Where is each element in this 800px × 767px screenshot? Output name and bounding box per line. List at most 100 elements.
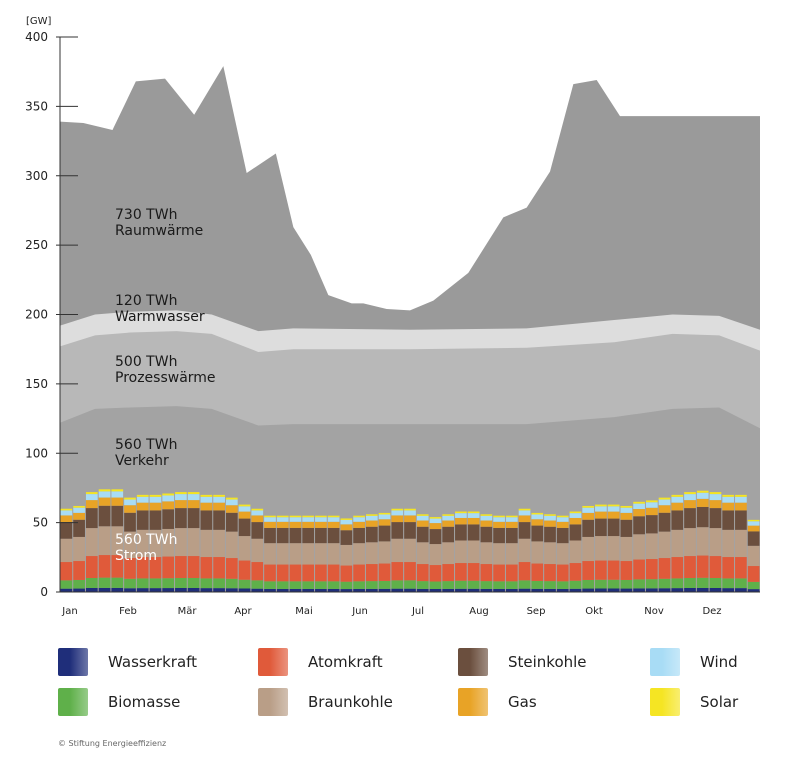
bar-segment-steinkohle: [251, 522, 264, 539]
bar-segment-solar: [696, 490, 709, 493]
bar-segment-atomkraft: [251, 562, 264, 581]
bar-segment-wind: [684, 494, 696, 501]
bar-segment-solar: [98, 489, 111, 492]
bar-segment-braunkohle: [595, 536, 607, 561]
bar-segment-braunkohle: [353, 543, 365, 565]
bar-segment-steinkohle: [315, 527, 327, 544]
bar-segment-wasserkraft: [225, 588, 238, 592]
legend-item-wind: Wind: [650, 648, 738, 676]
bar-segment-gas: [747, 525, 760, 532]
bar-segment-wasserkraft: [60, 588, 73, 592]
bar-segment-biomasse: [595, 579, 607, 589]
bar-segment-solar: [480, 514, 493, 516]
bar-segment-braunkohle: [467, 540, 480, 564]
bar-segment-wasserkraft: [149, 588, 162, 592]
bar-segment-biomasse: [416, 581, 429, 589]
bar-segment-wind: [251, 510, 264, 516]
bar-segment-biomasse: [404, 580, 416, 589]
bar-segment-biomasse: [289, 581, 302, 589]
annotation-warmwasser: 120 TWh: [115, 293, 177, 309]
bar-segment-biomasse: [429, 581, 442, 589]
bar-segment-biomasse: [544, 581, 556, 589]
bar-segment-wind: [455, 513, 467, 518]
bar-segment-wasserkraft: [505, 588, 518, 592]
bar-segment-wasserkraft: [569, 588, 582, 592]
bar-segment-steinkohle: [85, 508, 98, 529]
bar-segment-braunkohle: [556, 543, 569, 565]
bar-segment-steinkohle: [544, 526, 556, 543]
bar-segment-gas: [353, 521, 365, 528]
bar-segment-braunkohle: [582, 536, 595, 562]
bar-segment-braunkohle: [493, 543, 505, 565]
bar-segment-wasserkraft: [467, 588, 480, 592]
bar-segment-braunkohle: [633, 534, 645, 560]
bar-segment-gas: [378, 519, 391, 526]
bar-segment-steinkohle: [480, 526, 493, 543]
bar-segment-braunkohle: [327, 543, 340, 565]
bar-segment-biomasse: [200, 578, 213, 589]
bar-segment-wind: [111, 491, 124, 498]
bar-segment-biomasse: [111, 577, 124, 588]
bar-segment-steinkohle: [98, 505, 111, 527]
bar-segment-wind: [365, 515, 378, 521]
bar-segment-wind: [709, 494, 722, 501]
bar-segment-gas: [556, 521, 569, 528]
bar-segment-wind: [327, 517, 340, 522]
bar-segment-braunkohle: [315, 543, 327, 565]
bar-segment-solar: [684, 492, 696, 495]
bar-segment-braunkohle: [505, 543, 518, 565]
bar-segment-gas: [671, 502, 684, 511]
bar-segment-braunkohle: [620, 536, 633, 562]
bar-segment-solar: [645, 500, 658, 503]
bar-segment-braunkohle: [187, 528, 200, 557]
bar-segment-gas: [225, 505, 238, 513]
bar-segment-wasserkraft: [416, 588, 429, 592]
legend-swatch: [458, 648, 488, 676]
bar-segment-solar: [607, 504, 620, 507]
bar-segment-steinkohle: [633, 516, 645, 535]
bar-segment-wasserkraft: [607, 588, 620, 592]
x-tick-label: Sep: [527, 606, 546, 617]
bar-segment-solar: [225, 497, 238, 500]
bar-segment-atomkraft: [124, 558, 136, 579]
bar-segment-gas: [531, 519, 544, 526]
bar-segment-solar: [200, 494, 213, 497]
bar-segment-braunkohle: [175, 528, 187, 557]
bar-segment-wasserkraft: [365, 588, 378, 592]
bar-segment-steinkohle: [493, 527, 505, 544]
x-tick-label: Mär: [178, 606, 198, 617]
bar-segment-wasserkraft: [645, 588, 658, 592]
bar-segment-wind: [658, 499, 671, 506]
bar-segment-steinkohle: [455, 524, 467, 541]
bar-segment-biomasse: [607, 579, 620, 589]
bar-segment-gas: [404, 515, 416, 523]
bar-segment-wind: [735, 496, 747, 503]
bar-segment-solar: [378, 512, 391, 515]
bar-segment-wasserkraft: [378, 588, 391, 592]
bar-segment-wind: [315, 517, 327, 522]
bar-segment-biomasse: [136, 578, 149, 589]
bar-segment-wind: [595, 506, 607, 512]
bar-segment-wasserkraft: [696, 587, 709, 592]
bar-segment-atomkraft: [111, 555, 124, 578]
bar-segment-solar: [544, 514, 556, 516]
bar-segment-gas: [111, 497, 124, 506]
bar-segment-biomasse: [620, 579, 633, 589]
bar-segment-solar: [302, 515, 315, 518]
bar-segment-wind: [302, 517, 315, 522]
bar-segment-braunkohle: [289, 543, 302, 565]
bar-segment-biomasse: [645, 579, 658, 589]
bar-segment-wasserkraft: [73, 588, 85, 592]
legend-label: Braunkohle: [308, 693, 393, 711]
bar-segment-steinkohle: [327, 527, 340, 544]
bar-segment-steinkohle: [60, 522, 73, 539]
bar-segment-solar: [73, 505, 85, 508]
bar-segment-wind: [276, 517, 289, 522]
bar-segment-braunkohle: [709, 528, 722, 557]
bar-segment-steinkohle: [607, 518, 620, 537]
bar-segment-braunkohle: [722, 529, 735, 558]
bar-segment-wind: [696, 492, 709, 499]
bar-segment-steinkohle: [213, 510, 225, 530]
bar-segment-braunkohle: [416, 542, 429, 565]
y-tick-label: 150: [25, 377, 48, 391]
